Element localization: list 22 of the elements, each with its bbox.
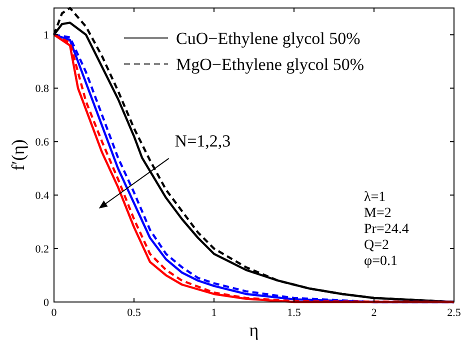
legend-label: MgO−Ethylene glycol 50% <box>176 55 364 74</box>
y-tick-label: 0.6 <box>35 136 50 149</box>
x-tick-label: 0 <box>51 307 58 319</box>
y-tick-label: 0 <box>44 297 50 309</box>
annotation: M=2 <box>364 206 392 222</box>
x-axis-title: η <box>249 320 259 340</box>
y-tick-label: 0.2 <box>35 244 49 256</box>
annotation: λ=1 <box>364 190 386 206</box>
x-tick-label: 1 <box>211 307 217 319</box>
x-tick-label: 2 <box>371 307 377 319</box>
annotation: φ=0.1 <box>364 254 398 270</box>
x-tick-label: 1.5 <box>287 307 302 319</box>
y-tick-label: 0.8 <box>35 83 50 96</box>
x-tick-label: 2.5 <box>447 307 462 319</box>
annotation: Pr=24.4 <box>364 222 409 238</box>
y-axis-title: f′(η) <box>8 139 28 171</box>
y-tick-label: 1 <box>44 30 49 42</box>
x-tick-label: 0.5 <box>127 307 142 319</box>
legend-label: CuO−Ethylene glycol 50% <box>176 29 360 48</box>
annotation: N=1,2,3 <box>174 131 231 150</box>
annotation: Q=2 <box>364 238 390 254</box>
y-tick-label: 0.4 <box>35 190 50 202</box>
